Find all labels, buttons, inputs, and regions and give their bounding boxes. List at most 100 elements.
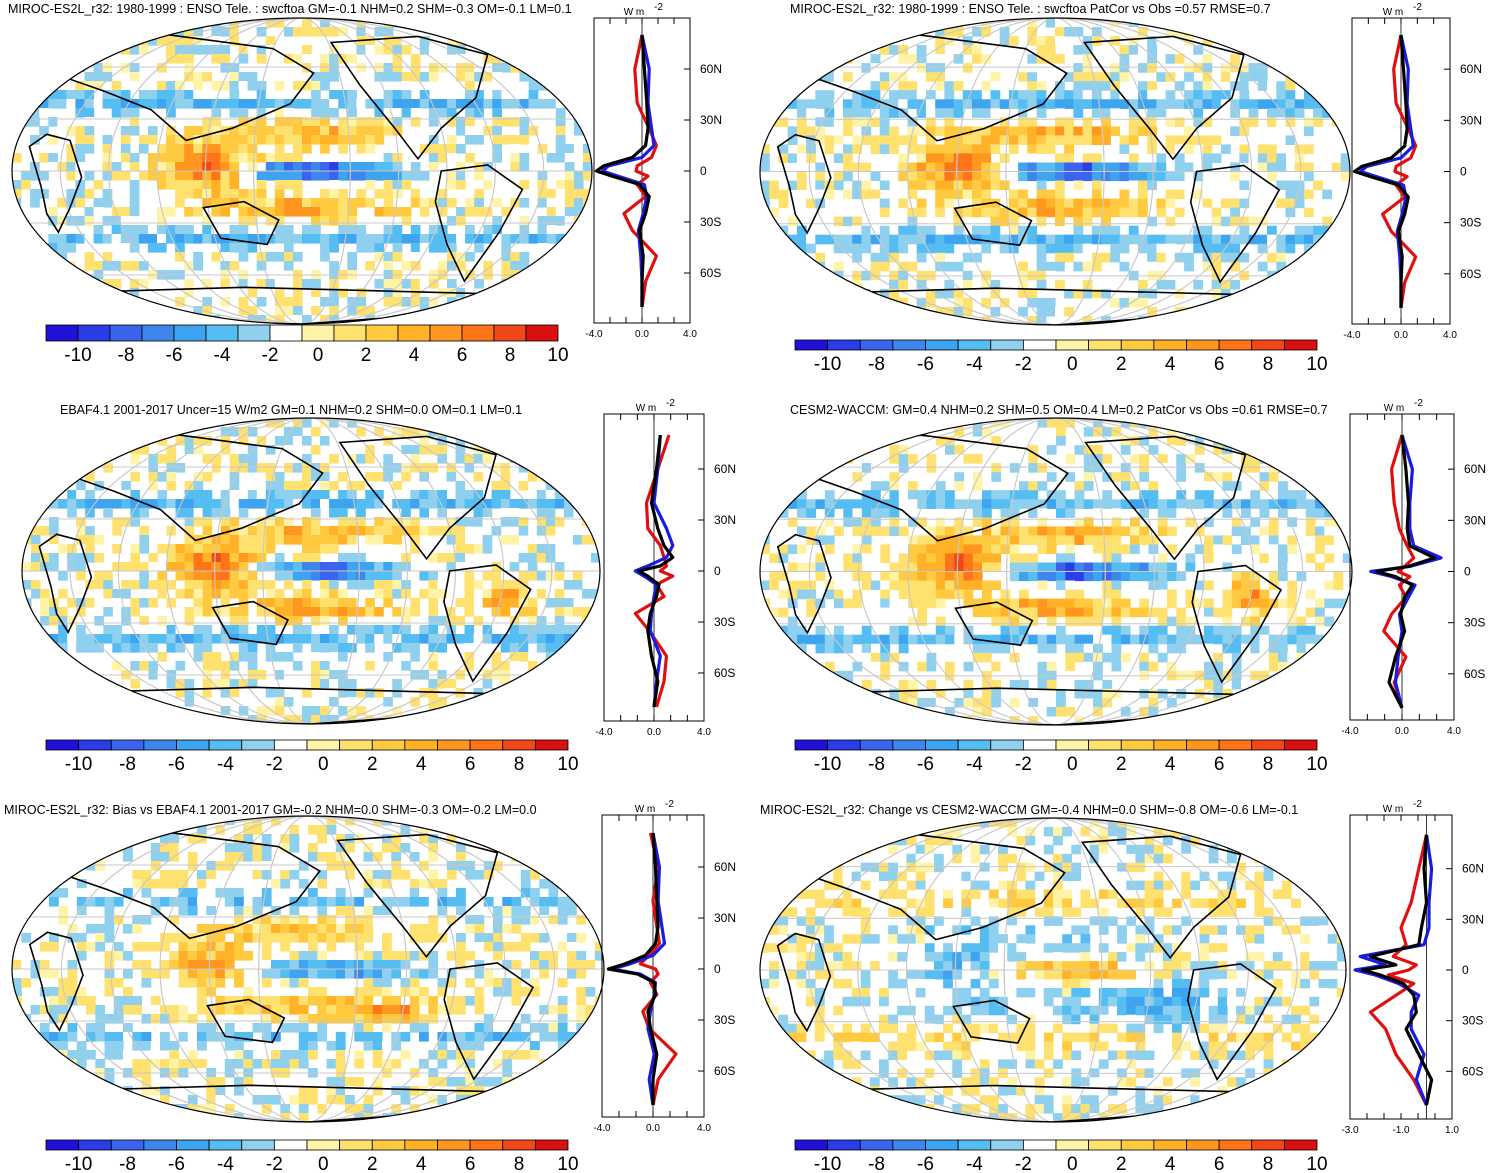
field-cell	[374, 189, 385, 199]
field-cell	[139, 535, 149, 545]
field-cell	[510, 135, 521, 145]
field-cell	[1148, 490, 1159, 500]
field-cell	[1222, 625, 1233, 636]
field-cell	[1093, 553, 1103, 563]
field-cell	[94, 499, 104, 509]
field-cell	[870, 135, 881, 145]
field-cell	[383, 72, 394, 82]
field-cell	[40, 616, 50, 626]
field-cell	[1093, 607, 1103, 618]
field-cell	[962, 126, 973, 136]
field-cell	[175, 45, 185, 55]
field-cell	[1305, 553, 1316, 563]
field-cell	[787, 279, 798, 290]
field-cell	[815, 288, 826, 299]
field-cell	[501, 207, 512, 217]
field-cell	[401, 508, 411, 518]
field-cell	[1193, 63, 1204, 73]
field-cell	[247, 243, 258, 253]
field-cell	[572, 679, 583, 689]
field-cell	[852, 571, 863, 582]
colorbar-swatch	[1218, 339, 1253, 351]
field-cell	[148, 580, 158, 590]
field-cell	[383, 36, 394, 46]
field-cell	[769, 607, 780, 618]
field-cell	[990, 108, 1001, 118]
field-cell	[991, 499, 1002, 509]
colorbar-swatch	[859, 339, 894, 351]
field-cell	[982, 427, 992, 437]
field-cell	[1184, 261, 1194, 272]
field-cell	[501, 27, 512, 37]
field-cell	[1139, 607, 1150, 618]
field-cell	[193, 261, 203, 271]
field-cell	[139, 598, 149, 608]
field-cell	[229, 562, 240, 572]
field-cell	[972, 180, 982, 191]
field-cell	[447, 27, 457, 37]
field-cell	[193, 315, 203, 324]
field-cell	[184, 54, 194, 64]
field-cell	[1000, 490, 1011, 500]
field-cell	[138, 117, 149, 127]
field-cell	[1101, 225, 1111, 236]
field-cell	[861, 544, 872, 554]
field-cell	[229, 72, 240, 82]
field-cell	[843, 553, 854, 563]
field-cell	[1202, 207, 1213, 218]
field-cell	[1065, 418, 1076, 428]
field-cell	[21, 252, 31, 262]
field-cell	[193, 544, 204, 554]
field-cell	[455, 436, 466, 446]
field-cell	[292, 643, 303, 653]
field-cell	[139, 688, 149, 698]
field-cell	[1331, 279, 1342, 290]
field-cell	[419, 189, 430, 199]
field-cell	[138, 90, 149, 100]
field-cell	[1028, 625, 1039, 636]
field-cell	[760, 445, 770, 455]
field-cell	[392, 297, 403, 307]
field-cell	[1065, 535, 1076, 545]
field-cell	[311, 279, 321, 289]
field-cell	[1167, 616, 1177, 627]
field-cell	[329, 90, 339, 100]
field-cell	[112, 418, 122, 428]
field-cell	[916, 252, 927, 263]
field-cell	[437, 634, 447, 644]
field-cell	[1257, 63, 1268, 73]
field-cell	[1248, 54, 1259, 64]
field-cell	[1028, 490, 1039, 500]
field-cell	[401, 297, 412, 307]
field-cell	[410, 463, 420, 473]
field-cell	[1315, 436, 1325, 446]
field-cell	[1156, 153, 1167, 163]
x-tick-label: 4.0	[1443, 330, 1457, 341]
field-cell	[48, 63, 58, 73]
field-cell	[1073, 72, 1084, 82]
field-cell	[265, 544, 276, 554]
field-cell	[1119, 234, 1130, 245]
field-cell	[175, 234, 185, 244]
field-cell	[1204, 580, 1214, 591]
field-cell	[465, 72, 475, 82]
field-cell	[1102, 427, 1113, 437]
field-cell	[518, 706, 529, 716]
field-cell	[852, 499, 863, 509]
field-cell	[852, 117, 862, 127]
field-cell	[1324, 418, 1335, 428]
field-cell	[954, 544, 965, 554]
field-cell	[492, 54, 502, 64]
field-cell	[446, 535, 457, 545]
field-cell	[769, 207, 779, 218]
field-cell	[917, 589, 928, 600]
field-cell	[455, 535, 466, 545]
field-cell	[1008, 243, 1019, 254]
field-cell	[292, 288, 303, 298]
field-cell	[572, 634, 583, 644]
field-cell	[256, 126, 267, 136]
field-cell	[320, 535, 330, 545]
field-cell	[365, 643, 375, 653]
field-cell	[175, 436, 186, 446]
field-cell	[193, 418, 204, 428]
